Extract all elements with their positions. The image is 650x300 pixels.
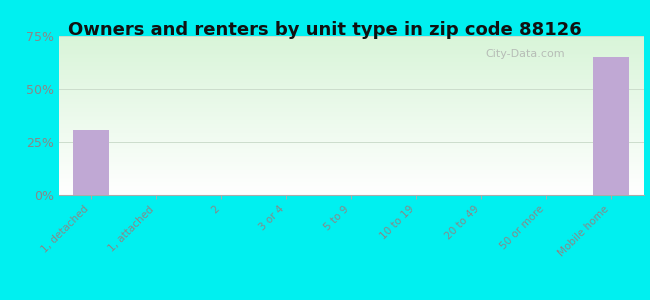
Bar (73, 130, 109, 195)
Text: Owners and renters by unit type in zip code 88126: Owners and renters by unit type in zip c… (68, 21, 582, 39)
Text: City-Data.com: City-Data.com (486, 49, 565, 59)
Bar (593, 57, 629, 195)
